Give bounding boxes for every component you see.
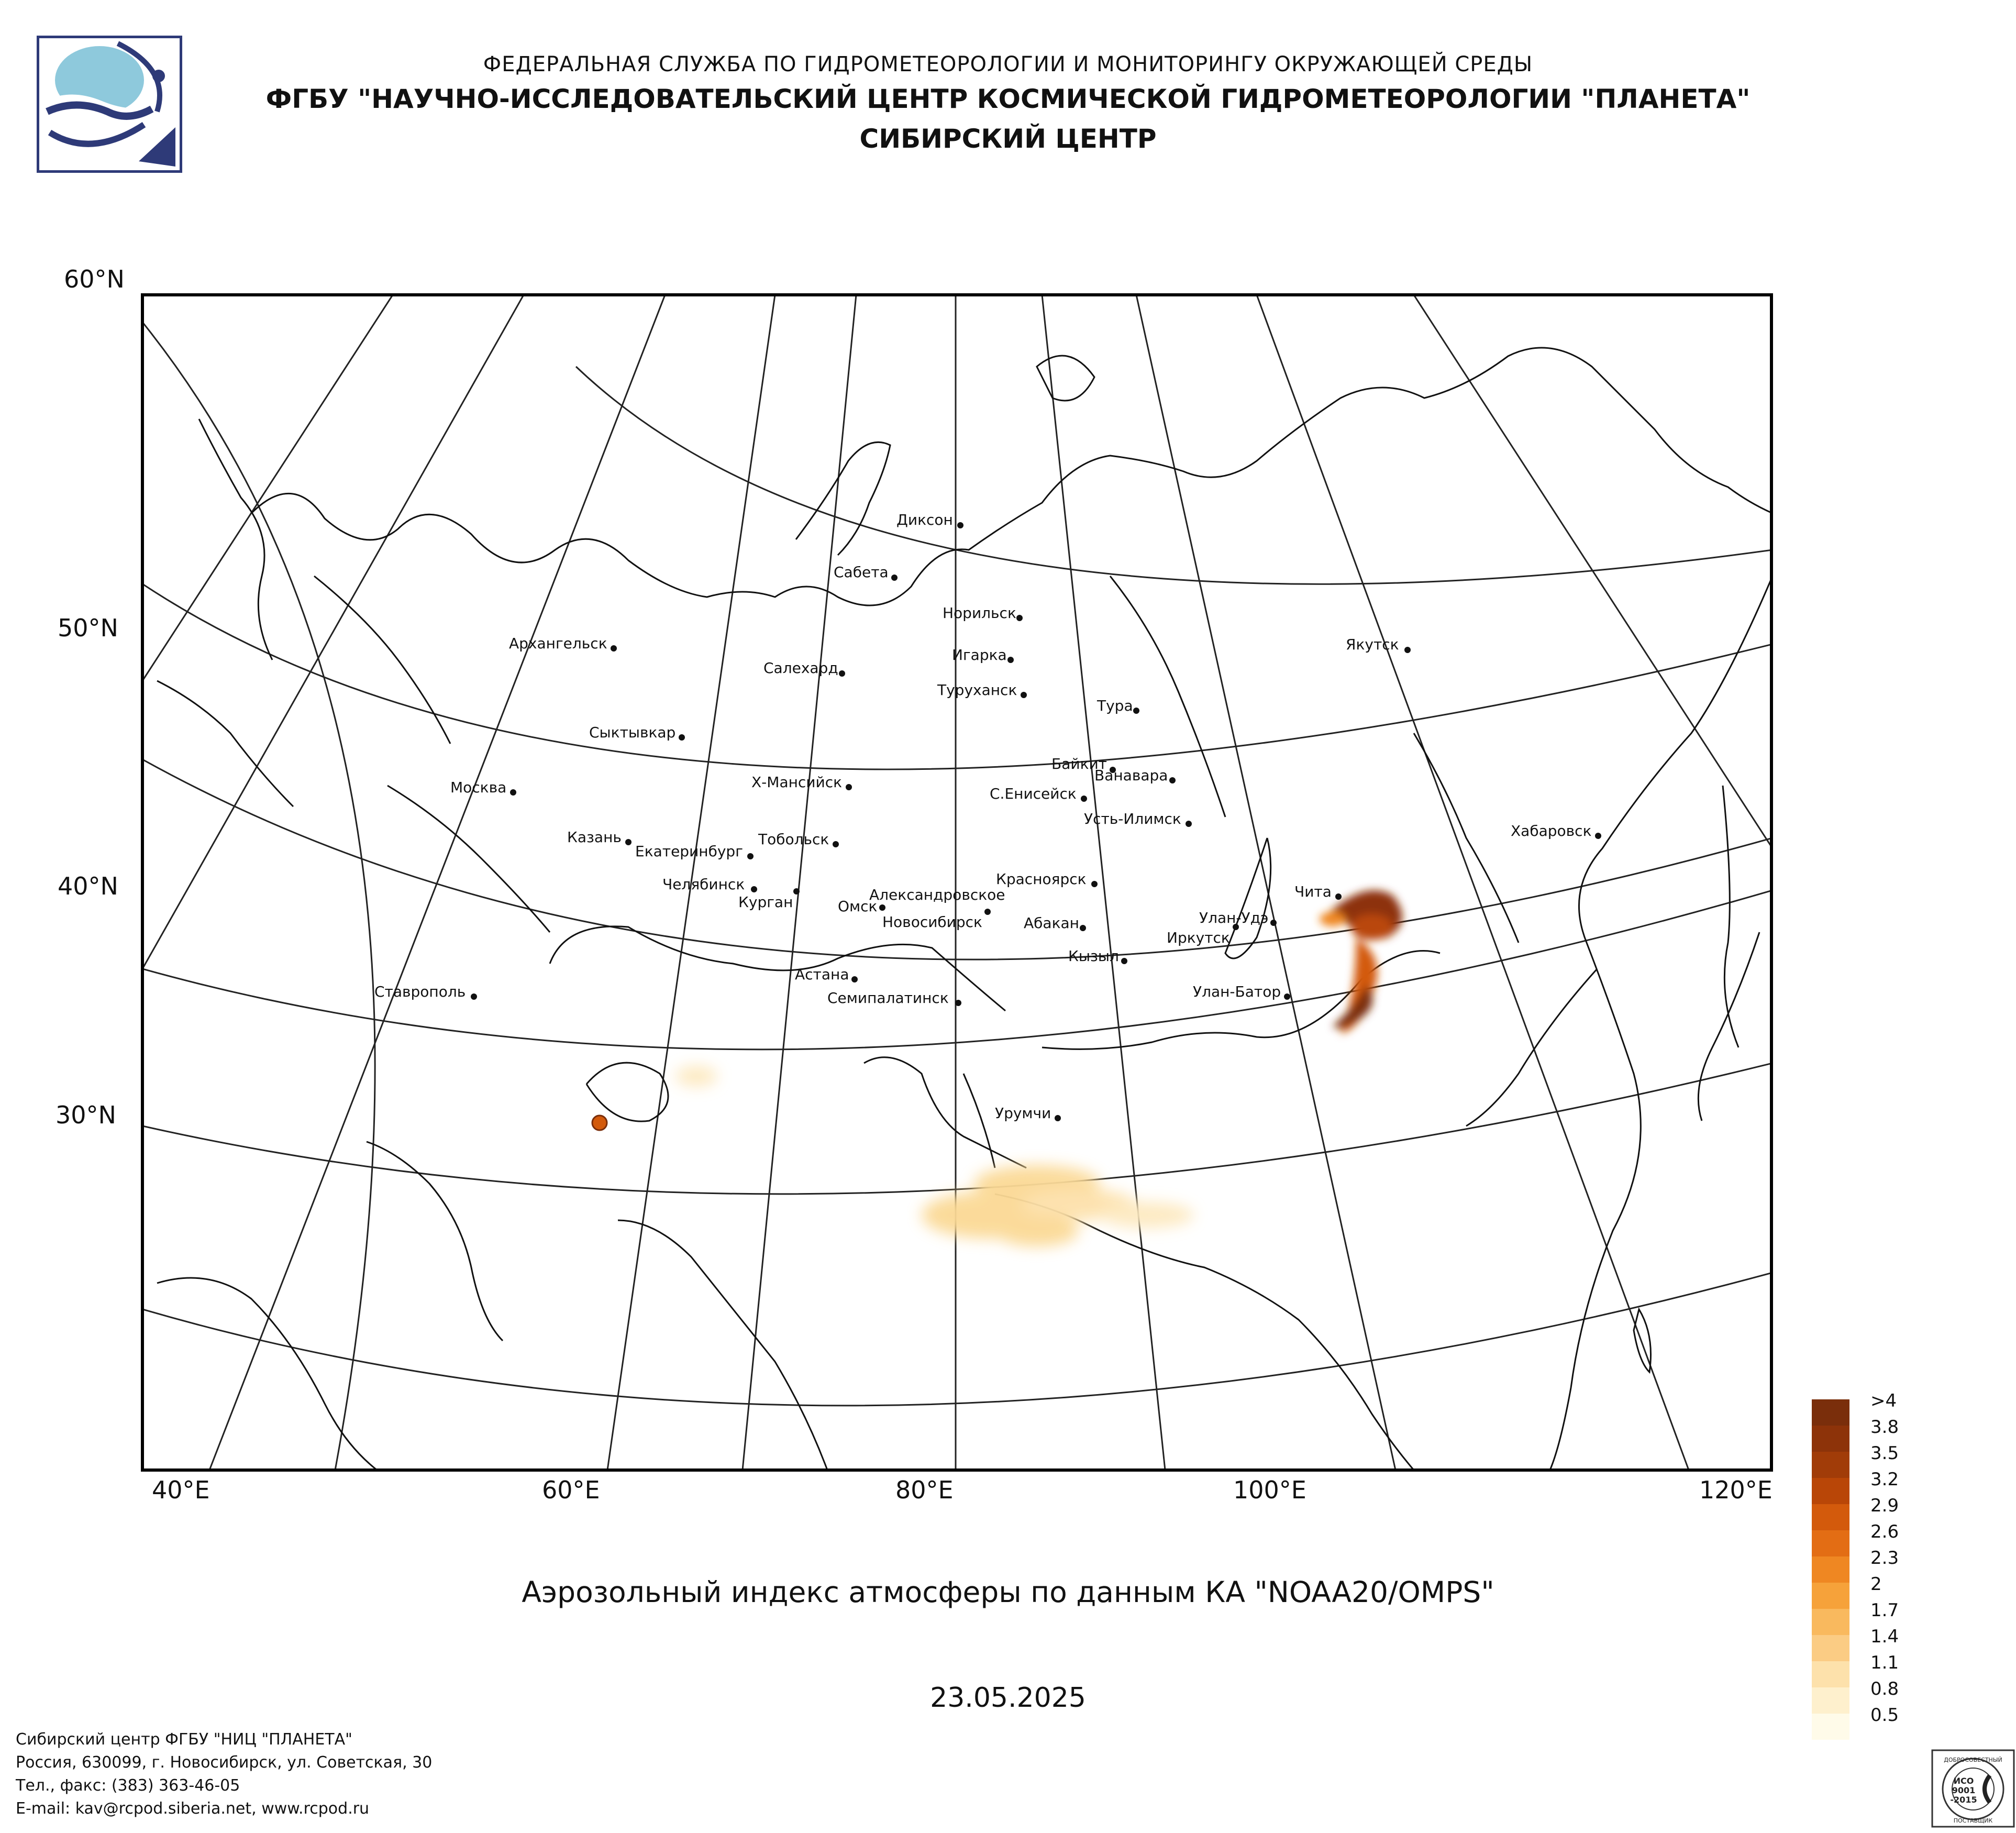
lon-label-40: 40°E bbox=[152, 1476, 210, 1504]
header-institute: ФГБУ "НАУЧНО-ИССЛЕДОВАТЕЛЬСКИЙ ЦЕНТР КОС… bbox=[265, 84, 1751, 114]
legend-swatch-12 bbox=[1812, 1714, 1849, 1740]
iso-badge-icon: ДОБРОСОВЕСТНЫЙ ИСО 9001 -2015 ПОСТАВЩИК bbox=[1931, 1749, 2015, 1828]
footer-org: Сибирский центр ФГБУ "НИЦ "ПЛАНЕТА" bbox=[16, 1730, 352, 1749]
city-norilsk: Норильск bbox=[943, 604, 1016, 622]
city-novosibirsk: Новосибирск bbox=[882, 913, 982, 931]
header-center: СИБИРСКИЙ ЦЕНТР bbox=[859, 124, 1157, 154]
coastlines bbox=[157, 347, 1771, 1470]
legend-label: 2.6 bbox=[1870, 1521, 1899, 1542]
city-labels: Диксон Сабета Норильск Игарка Салехард Т… bbox=[374, 511, 1591, 1122]
city-urumqi: Урумчи bbox=[995, 1105, 1051, 1122]
footer-phone: Тел., факс: (383) 363-46-05 bbox=[16, 1776, 240, 1795]
legend-label: 3.5 bbox=[1870, 1443, 1899, 1464]
city-irkutsk: Иркутск bbox=[1167, 929, 1230, 946]
city-omsk: Омск bbox=[838, 898, 877, 915]
legend-label: 2.9 bbox=[1870, 1495, 1899, 1516]
legend-label: >4 bbox=[1870, 1390, 1897, 1411]
map-frame bbox=[141, 293, 1773, 1472]
footer-email: E-mail: kav@rcpod.siberia.net, www.rcpod… bbox=[16, 1799, 370, 1818]
legend-swatch-2 bbox=[1812, 1452, 1849, 1478]
legend-swatch-8 bbox=[1812, 1609, 1849, 1635]
legend-swatch-10 bbox=[1812, 1661, 1849, 1687]
lat-label-60: 60°N bbox=[64, 265, 125, 293]
city-moskva: Москва bbox=[450, 779, 506, 796]
city-baikit: Байкит bbox=[1051, 755, 1107, 772]
lat-label-40: 40°N bbox=[58, 872, 118, 900]
city-khabarovsk: Хабаровск bbox=[1511, 822, 1591, 840]
lon-label-120: 120°E bbox=[1699, 1476, 1773, 1504]
legend-label: 2 bbox=[1870, 1574, 1882, 1595]
city-dikson: Диксон bbox=[896, 511, 953, 528]
city-tobolsk: Тобольск bbox=[758, 831, 829, 848]
legend-swatch-0 bbox=[1812, 1399, 1849, 1426]
city-kazan: Казань bbox=[567, 829, 622, 846]
aerosol-plumes bbox=[591, 890, 1402, 1246]
cert-code3: -2015 bbox=[1950, 1795, 1977, 1805]
cert-top-text: ДОБРОСОВЕСТНЫЙ bbox=[1944, 1757, 2002, 1763]
city-krasnoyarsk: Красноярск bbox=[996, 870, 1087, 888]
city-turukhansk: Туруханск bbox=[937, 681, 1017, 699]
city-salekhard: Салехард bbox=[763, 659, 838, 677]
cert-code1: ИСО bbox=[1954, 1776, 1974, 1786]
cert-bottom-text: ПОСТАВЩИК bbox=[1954, 1817, 1993, 1824]
city-astana: Астана bbox=[795, 966, 849, 983]
planeta-logo bbox=[37, 36, 182, 173]
city-chelyabinsk: Челябинск bbox=[662, 876, 745, 893]
city-s-eniseysk: С.Енисейск bbox=[990, 785, 1077, 802]
city-kurgan: Курган bbox=[738, 893, 793, 911]
legend-swatch-9 bbox=[1812, 1635, 1849, 1661]
legend-label: 2.3 bbox=[1870, 1548, 1899, 1569]
legend-label: 1.1 bbox=[1870, 1652, 1899, 1673]
lon-label-100: 100°E bbox=[1233, 1476, 1306, 1504]
legend-swatch-4 bbox=[1812, 1504, 1849, 1530]
city-khmansiysk: Х-Мансийск bbox=[751, 774, 842, 791]
city-sabeta: Сабета bbox=[834, 564, 889, 581]
iso-certificate-badge: ДОБРОСОВЕСТНЫЙ ИСО 9001 -2015 ПОСТАВЩИК bbox=[1931, 1749, 2015, 1828]
footer-address: Россия, 630099, г. Новосибирск, ул. Сове… bbox=[16, 1753, 433, 1772]
legend-swatch-7 bbox=[1812, 1583, 1849, 1609]
city-ust-ilimsk: Усть-Илимск bbox=[1084, 810, 1181, 827]
graticule-latitudes bbox=[142, 366, 1771, 1407]
city-stavropol: Ставрополь bbox=[374, 983, 466, 1000]
legend-swatch-11 bbox=[1812, 1687, 1849, 1714]
footer-contacts: Сибирский центр ФГБУ "НИЦ "ПЛАНЕТА" Росс… bbox=[16, 1728, 432, 1820]
city-chita: Чита bbox=[1294, 883, 1332, 900]
city-aleksandrovskoe: Александровское bbox=[869, 886, 1005, 903]
city-dots bbox=[471, 522, 1601, 1121]
legend-swatch-5 bbox=[1812, 1530, 1849, 1556]
legend-label: 3.8 bbox=[1870, 1417, 1899, 1438]
city-tura: Тура bbox=[1096, 697, 1133, 714]
city-igarka: Игарка bbox=[952, 646, 1007, 664]
city-ulan-ude: Улан-Удэ bbox=[1199, 909, 1268, 926]
legend-label: 1.7 bbox=[1870, 1600, 1899, 1621]
city-ulan-bator: Улан-Батор bbox=[1193, 983, 1281, 1000]
city-vanavara: Ванавара bbox=[1094, 767, 1168, 784]
city-arkhangelsk: Архангельск bbox=[509, 635, 607, 652]
legend-label: 0.5 bbox=[1870, 1705, 1899, 1726]
graticule-meridians bbox=[142, 295, 1771, 1470]
city-syktyvkar: Сыктывкар bbox=[589, 724, 675, 741]
city-semipalatinsk: Семипалатинск bbox=[827, 989, 949, 1007]
legend-label: 1.4 bbox=[1870, 1626, 1899, 1647]
lat-label-30: 30°N bbox=[56, 1101, 116, 1129]
header-agency: ФЕДЕРАЛЬНАЯ СЛУЖБА ПО ГИДРОМЕТЕОРОЛОГИИ … bbox=[483, 52, 1533, 76]
planeta-logo-icon bbox=[45, 41, 175, 169]
map-date: 23.05.2025 bbox=[930, 1682, 1086, 1714]
city-abakan: Абакан bbox=[1024, 914, 1079, 932]
legend-swatch-3 bbox=[1812, 1478, 1849, 1504]
city-yakutsk: Якутск bbox=[1346, 636, 1399, 653]
lon-label-60: 60°E bbox=[542, 1476, 600, 1504]
map-title: Аэрозольный индекс атмосферы по данным К… bbox=[522, 1575, 1494, 1609]
legend-label: 0.8 bbox=[1870, 1679, 1899, 1699]
legend-swatch-6 bbox=[1812, 1556, 1849, 1583]
lon-label-80: 80°E bbox=[895, 1476, 954, 1504]
cert-code2: 9001 bbox=[1952, 1785, 1976, 1795]
legend-swatch-1 bbox=[1812, 1426, 1849, 1452]
city-ekaterinburg: Екатеринбург bbox=[635, 843, 743, 860]
lat-label-50: 50°N bbox=[58, 614, 118, 642]
city-kyzyl: Кызыл bbox=[1068, 947, 1119, 965]
legend-label: 3.2 bbox=[1870, 1469, 1899, 1490]
